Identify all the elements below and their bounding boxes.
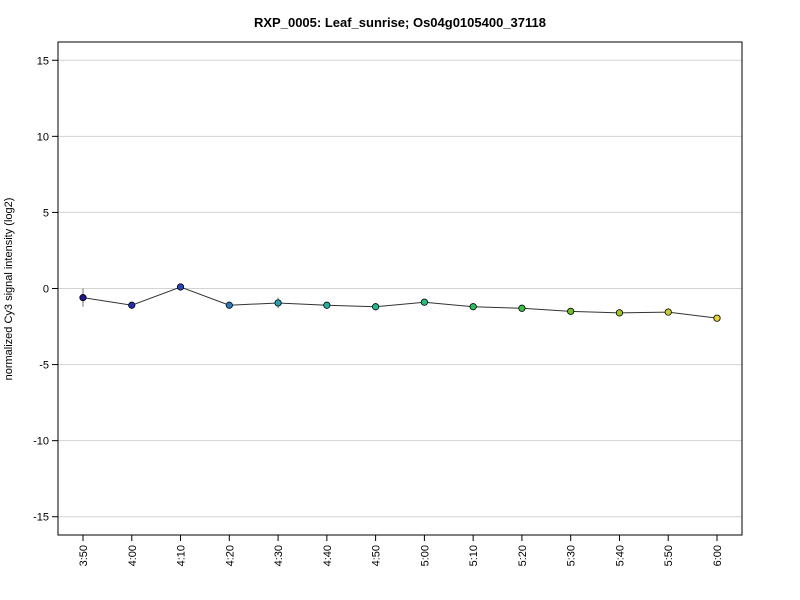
data-point xyxy=(323,301,331,309)
x-tick-label: 6:00 xyxy=(712,545,724,566)
x-tick-label: 4:10 xyxy=(176,545,188,566)
data-point xyxy=(176,283,185,291)
grid-lines xyxy=(58,59,742,518)
y-tick-label: -10 xyxy=(33,436,49,448)
chart-title: RXP_0005: Leaf_sunrise; Os04g0105400_371… xyxy=(254,15,546,30)
data-point xyxy=(274,299,282,307)
x-tick-label: 5:10 xyxy=(468,545,480,566)
y-tick-label: 0 xyxy=(43,284,49,296)
data-point xyxy=(518,304,526,312)
x-tick-label: 4:20 xyxy=(224,545,236,566)
x-tick-label: 5:40 xyxy=(614,545,626,566)
data-point xyxy=(615,309,624,317)
x-tick-label: 3:50 xyxy=(78,545,90,566)
data-point xyxy=(79,294,87,302)
y-axis: -15 -10 -5 0 5 10 15 xyxy=(33,55,58,524)
y-tick-label: 15 xyxy=(37,55,49,67)
y-tick-label: 10 xyxy=(37,131,49,143)
data-points xyxy=(79,283,721,322)
x-axis: 3:50 4:00 4:10 4:20 4:30 4:40 4:50 5:00 5:10 5:20… xyxy=(78,534,724,566)
series-polyline xyxy=(82,286,718,319)
y-tick-label: -5 xyxy=(39,360,49,372)
data-point xyxy=(128,301,136,309)
y-axis-label: normalized Cy3 signal intensity (log2) xyxy=(3,198,15,381)
y-tick-label: -15 xyxy=(33,512,49,524)
x-tick-label: 4:00 xyxy=(127,545,139,566)
x-tick-label: 4:50 xyxy=(371,545,383,566)
x-tick-label: 5:50 xyxy=(663,545,675,566)
y-tick-label: 5 xyxy=(43,207,49,219)
data-point xyxy=(420,298,428,306)
data-point xyxy=(225,301,233,309)
x-tick-label: 5:20 xyxy=(517,545,529,566)
data-point xyxy=(713,314,721,322)
data-point xyxy=(372,303,380,311)
x-tick-label: 4:30 xyxy=(273,545,285,566)
x-tick-label: 5:00 xyxy=(419,545,431,566)
data-point xyxy=(664,308,672,316)
x-tick-label: 4:40 xyxy=(322,545,334,566)
series-line xyxy=(82,286,718,319)
x-tick-label: 5:30 xyxy=(566,545,578,566)
data-point xyxy=(469,303,477,311)
data-point xyxy=(567,307,575,315)
